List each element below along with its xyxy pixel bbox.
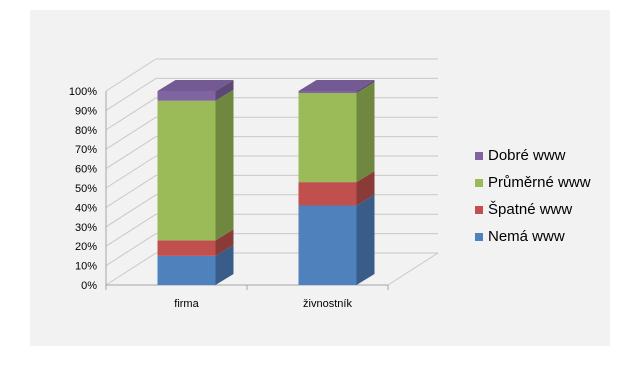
legend-swatch (475, 179, 483, 187)
x-axis-category-labels: firma živnostník (174, 298, 352, 310)
bar-front-face (298, 91, 357, 93)
bar-segment (298, 80, 375, 93)
stacked-bar-chart-3d: 0% 10% 20% 30% 40% 50% 60% 70% 80% 90% 100% firma ž… (69, 58, 591, 310)
bar-top-face (298, 80, 375, 91)
chart-walls (105, 58, 439, 290)
y-tick-label: 60% (75, 164, 97, 176)
bar-segment (298, 81, 375, 183)
x-category-label: firma (174, 298, 199, 310)
bar-front-face (157, 240, 216, 256)
chart-legend: Dobré www Průměrné www Špatné www Nemá www (475, 147, 591, 245)
bar-side-face (356, 194, 375, 285)
bar-segment (298, 194, 375, 285)
bar-side-face (215, 89, 234, 241)
bar-segment (298, 171, 375, 206)
y-tick-label: 70% (75, 144, 97, 156)
side-wall-gridline (105, 116, 157, 150)
legend-label: Špatné www (488, 201, 572, 218)
side-wall-gridline (105, 213, 157, 247)
y-tick-label: 20% (75, 241, 97, 253)
bar-front-face (157, 91, 216, 101)
y-tick-label: 100% (69, 86, 97, 98)
legend-swatch (475, 152, 483, 160)
bar-front-face (157, 100, 216, 241)
y-tick-label: 80% (75, 125, 97, 137)
legend-item: Dobré www (475, 147, 566, 164)
chart-bars (157, 80, 375, 285)
side-wall-gridline (105, 136, 157, 170)
legend-label: Průměrné www (488, 174, 591, 191)
bar-segment (157, 80, 234, 101)
bar-front-face (298, 205, 357, 285)
chart-panel: 0% 10% 20% 30% 40% 50% 60% 70% 80% 90% 100% firma ž… (30, 10, 610, 346)
bar-stack-zivnostnik (298, 80, 375, 285)
bar-side-face (215, 244, 234, 285)
legend-label: Nemá www (488, 228, 565, 245)
bar-front-face (157, 255, 216, 285)
legend-swatch (475, 233, 483, 241)
legend-swatch (475, 206, 483, 214)
side-wall-gridline (105, 252, 157, 286)
y-tick-label: 0% (81, 280, 97, 292)
bar-stack-firma (157, 80, 234, 285)
floor-right-edge (387, 252, 439, 286)
side-wall-gridline (105, 194, 157, 228)
bar-segment (157, 229, 234, 256)
legend-item: Špatné www (475, 201, 572, 218)
bar-front-face (298, 182, 357, 206)
side-wall-gridline (105, 233, 157, 267)
y-tick-label: 50% (75, 183, 97, 195)
x-category-label: živnostník (303, 298, 352, 310)
legend-label: Dobré www (488, 147, 566, 164)
bar-side-face (356, 80, 375, 93)
side-wall-gridline (105, 58, 157, 92)
legend-item: Nemá www (475, 228, 565, 245)
bar-side-face (215, 229, 234, 256)
bar-segment (157, 244, 234, 285)
y-tick-label: 10% (75, 261, 97, 273)
bar-front-face (298, 92, 357, 183)
bar-side-face (215, 80, 234, 101)
side-wall-gridline (105, 174, 157, 208)
y-tick-label: 40% (75, 202, 97, 214)
bar-segment (157, 89, 234, 241)
bar-top-face (157, 80, 234, 91)
side-wall-gridline (105, 77, 157, 111)
side-wall-gridline (105, 97, 157, 131)
legend-item: Průměrné www (475, 174, 591, 191)
y-axis-tick-labels: 0% 10% 20% 30% 40% 50% 60% 70% 80% 90% 100% (69, 86, 97, 292)
side-wall-gridline (105, 155, 157, 189)
bar-side-face (356, 81, 375, 183)
y-tick-label: 90% (75, 105, 97, 117)
y-tick-label: 30% (75, 222, 97, 234)
bar-side-face (356, 171, 375, 206)
